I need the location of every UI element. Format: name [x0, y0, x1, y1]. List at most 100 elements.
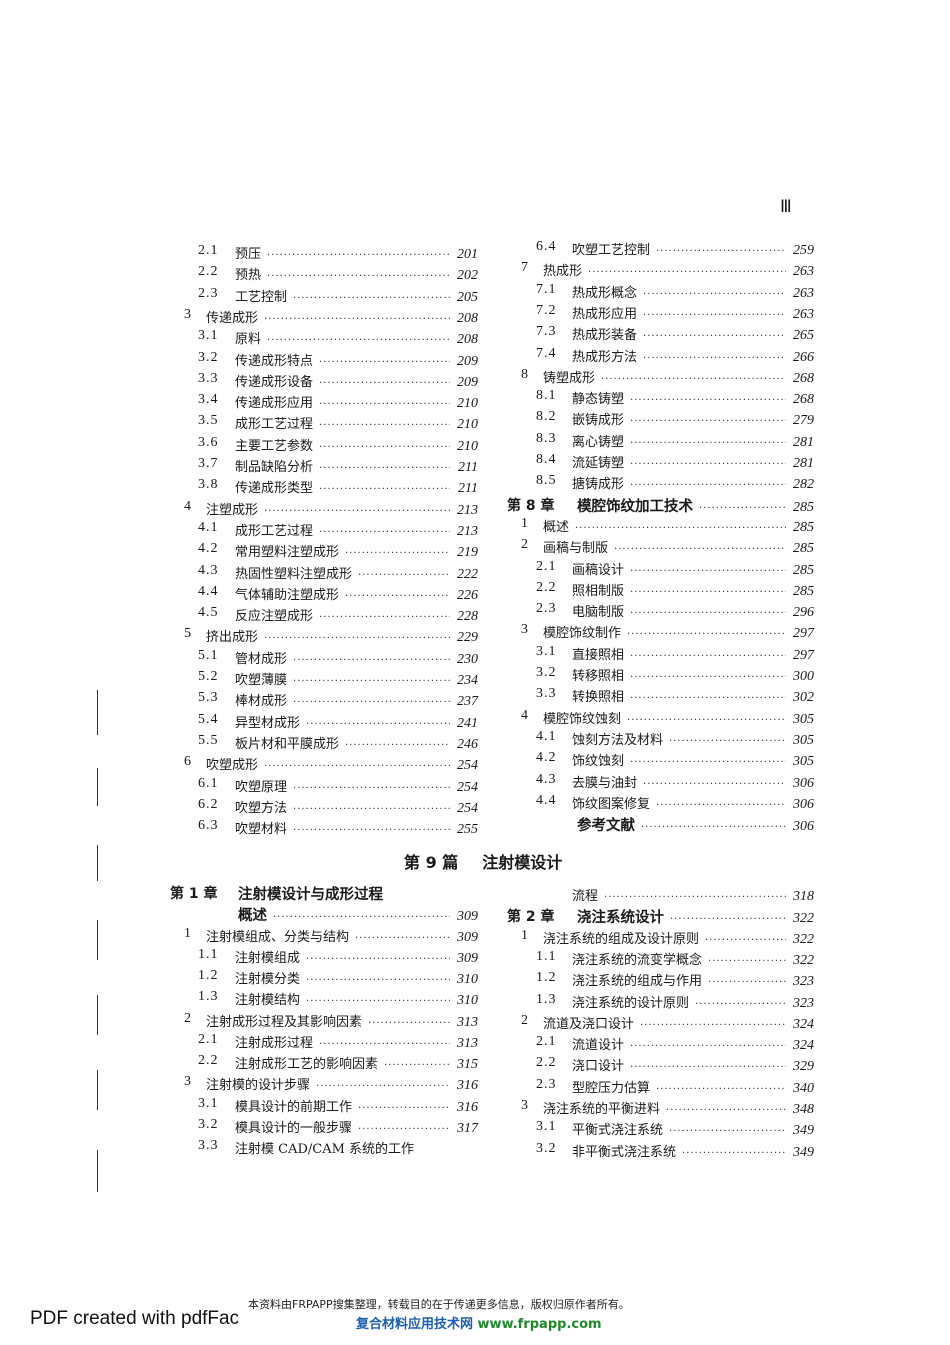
toc-entry[interactable]: 4.3 热固性塑料注塑成形 222 [170, 563, 478, 583]
toc-entry[interactable]: 3.5 成形工艺过程 210 [170, 413, 478, 433]
toc-entry[interactable]: 4.4 饰纹图案修复 306 [507, 793, 814, 813]
toc-chapter-entry[interactable]: 第 2 章 浇注系统设计 322 [507, 906, 814, 926]
toc-entry[interactable]: 2.3 型腔压力估算 340 [507, 1077, 814, 1097]
toc-entry[interactable]: 7.2 热成形应用 263 [507, 303, 814, 323]
toc-entry-page: 237 [457, 694, 478, 710]
toc-entry[interactable]: 8 铸塑成形 268 [507, 367, 814, 387]
toc-entry[interactable]: 2 流道及浇口设计 324 [507, 1013, 814, 1033]
toc-entry[interactable]: 4.5 反应注塑成形 228 [170, 605, 478, 625]
toc-entry[interactable]: 4 注塑成形 213 [170, 499, 478, 519]
toc-entry[interactable]: 5.4 异型材成形 241 [170, 712, 478, 732]
toc-entry[interactable]: 3.2 转移照相 300 [507, 665, 814, 685]
toc-entry[interactable]: 3.1 平衡式浇注系统 349 [507, 1119, 814, 1139]
toc-entry[interactable]: 1 浇注系统的组成及设计原则 322 [507, 928, 814, 948]
toc-entry[interactable]: 2.2 浇口设计 329 [507, 1055, 814, 1075]
toc-entry[interactable]: 6.3 吹塑材料 255 [170, 818, 478, 838]
toc-entry[interactable]: 7.1 热成形概念 263 [507, 282, 814, 302]
toc-entry[interactable]: 3.3 注射模 CAD/CAM 系统的工作 [170, 1138, 478, 1158]
toc-entry[interactable]: 3.2 非平衡式浇注系统 349 [507, 1141, 814, 1161]
toc-entry[interactable]: 4.4 气体辅助注塑成形 226 [170, 584, 478, 604]
toc-entry[interactable]: 1.3 浇注系统的设计原则 323 [507, 992, 814, 1012]
toc-entry-page: 210 [457, 396, 478, 412]
toc-entry[interactable]: 5 挤出成形 229 [170, 626, 478, 646]
toc-entry[interactable]: 3 模腔饰纹制作 297 [507, 622, 814, 642]
toc-entry[interactable]: 6.2 吹塑方法 254 [170, 797, 478, 817]
toc-entry[interactable]: 1 概述 285 [507, 516, 814, 536]
toc-entry[interactable]: 3.2 模具设计的一般步骤 317 [170, 1117, 478, 1137]
toc-entry[interactable]: 8.4 流延铸塑 281 [507, 452, 814, 472]
toc-entry[interactable]: 2 画稿与制版 285 [507, 537, 814, 557]
toc-entry[interactable]: 1.1 浇注系统的流变学概念 322 [507, 949, 814, 969]
toc-entry[interactable]: 2.1 流道设计 324 [507, 1034, 814, 1054]
toc-entry[interactable]: 4.1 蚀刻方法及材料 305 [507, 729, 814, 749]
toc-entry[interactable]: 8.3 离心铸塑 281 [507, 431, 814, 451]
toc-entry[interactable]: 3 传递成形 208 [170, 307, 478, 327]
toc-entry[interactable]: 3 注射模的设计步骤 316 [170, 1074, 478, 1094]
toc-chapter-entry[interactable]: 参考文献 306 [507, 814, 814, 834]
toc-entry[interactable]: 3.4 传递成形应用 210 [170, 392, 478, 412]
toc-entry[interactable]: 2.1 预压 201 [170, 243, 478, 263]
toc-entry[interactable]: 2.1 画稿设计 285 [507, 559, 814, 579]
toc-entry[interactable]: 3.3 转换照相 302 [507, 686, 814, 706]
toc-entry[interactable]: 5.5 板片材和平膜成形 246 [170, 733, 478, 753]
toc-entry[interactable]: 3.1 原料 208 [170, 328, 478, 348]
toc-entry[interactable]: 7.4 热成形方法 266 [507, 346, 814, 366]
toc-entry-title: 注射成形工艺的影响因素 [235, 1057, 379, 1072]
toc-entry[interactable]: 1.2 注射模分类 310 [170, 968, 478, 988]
toc-entry[interactable]: 1.3 注射模结构 310 [170, 989, 478, 1009]
toc-entry[interactable]: 3.8 传递成形类型 211 [170, 477, 478, 497]
toc-entry-title: 吹塑方法 [235, 800, 288, 816]
toc-entry-title: 热固性塑料注塑成形 [235, 566, 353, 582]
toc-entry-title: 模具设计的一般步骤 [235, 1120, 353, 1136]
toc-entry[interactable]: 8.2 嵌铸成形 279 [507, 409, 814, 429]
toc-entry[interactable]: 6.1 吹塑原理 254 [170, 776, 478, 796]
toc-entry[interactable]: 概述 309 [170, 904, 478, 924]
toc-entry[interactable]: 5.3 棒材成形 237 [170, 690, 478, 710]
toc-entry-page: 234 [457, 673, 478, 688]
toc-chapter-entry[interactable]: 第 1 章 注射模设计与成形过程 [170, 883, 478, 903]
toc-entry-title: 照相制版 [572, 583, 625, 599]
toc-entry[interactable]: 流程 318 [507, 885, 814, 905]
site-url[interactable]: www.frpapp.com [477, 1317, 602, 1332]
toc-entry[interactable]: 1.2 浇注系统的组成与作用 323 [507, 970, 814, 990]
toc-entry[interactable]: 4.2 饰纹蚀刻 305 [507, 750, 814, 770]
toc-entry-number: 7.2 [536, 302, 557, 318]
toc-entry[interactable]: 6.4 吹塑工艺控制 259 [507, 239, 814, 259]
toc-entry-title: 流道及浇口设计 [543, 1016, 635, 1032]
toc-entry[interactable]: 8.5 搪铸成形 282 [507, 473, 814, 493]
toc-entry[interactable]: 5.1 管材成形 230 [170, 648, 478, 668]
dot-leader [614, 544, 786, 555]
toc-entry-title: 概述 [238, 908, 267, 925]
toc-entry[interactable]: 3.1 直接照相 297 [507, 644, 814, 664]
toc-entry[interactable]: 3.3 传递成形设备 209 [170, 371, 478, 391]
dot-leader [355, 933, 450, 944]
toc-entry[interactable]: 5.2 吹塑薄膜 234 [170, 669, 478, 689]
dot-leader [293, 804, 450, 815]
toc-entry[interactable]: 4.1 成形工艺过程 213 [170, 520, 478, 540]
toc-entry[interactable]: 3.1 模具设计的前期工作 316 [170, 1096, 478, 1116]
toc-entry[interactable]: 7 热成形 263 [507, 260, 814, 280]
toc-entry[interactable]: 2.3 电脑制版 296 [507, 601, 814, 621]
toc-entry[interactable]: 3 浇注系统的平衡进料 348 [507, 1098, 814, 1118]
toc-entry[interactable]: 3.2 传递成形特点 209 [170, 350, 478, 370]
toc-entry[interactable]: 1.1 注射模组成 309 [170, 947, 478, 967]
toc-entry[interactable]: 4.2 常用塑料注塑成形 219 [170, 541, 478, 561]
toc-entry[interactable]: 2 注射成形过程及其影响因素 313 [170, 1011, 478, 1031]
toc-entry[interactable]: 6 吹塑成形 254 [170, 754, 478, 774]
toc-entry[interactable]: 2.2 注射成形工艺的影响因素 315 [170, 1053, 478, 1073]
toc-entry-title: 原料 [235, 332, 262, 348]
toc-entry[interactable]: 4 模腔饰纹蚀刻 305 [507, 708, 814, 728]
toc-entry[interactable]: 2.1 注射成形过程 313 [170, 1032, 478, 1052]
toc-entry[interactable]: 2.2 预热 202 [170, 264, 478, 284]
toc-entry[interactable]: 7.3 热成形装备 265 [507, 324, 814, 344]
toc-entry[interactable]: 3.7 制品缺陷分析 211 [170, 456, 478, 476]
toc-entry[interactable]: 2.2 照相制版 285 [507, 580, 814, 600]
toc-entry[interactable]: 2.3 工艺控制 205 [170, 286, 478, 306]
toc-entry-number: 2 [521, 537, 529, 553]
toc-entry[interactable]: 3.6 主要工艺参数 210 [170, 435, 478, 455]
toc-entry[interactable]: 1 注射模组成、分类与结构 309 [170, 926, 478, 946]
toc-entry-page: 219 [457, 545, 478, 561]
toc-entry[interactable]: 8.1 静态铸塑 268 [507, 388, 814, 408]
toc-chapter-entry[interactable]: 第 8 章 模腔饰纹加工技术 285 [507, 495, 814, 515]
toc-entry[interactable]: 4.3 去膜与油封 306 [507, 772, 814, 792]
